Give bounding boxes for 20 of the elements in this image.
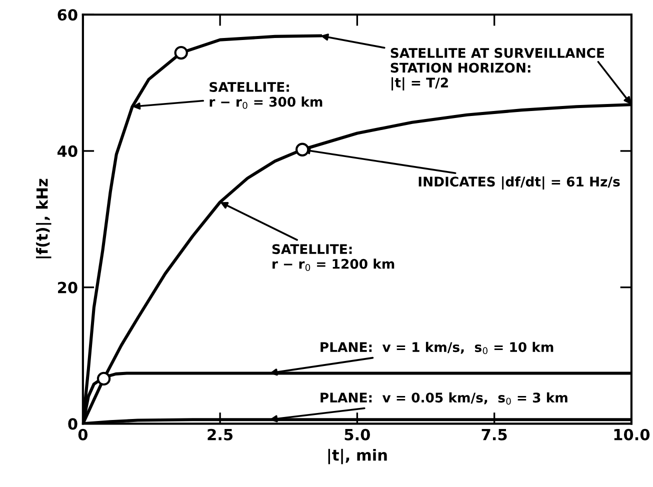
annotation: PLANE: v = 1 km/s, s$_{0}$ = 10 km xyxy=(320,342,554,354)
x-tick-label: 10.0 xyxy=(614,428,650,440)
point xyxy=(96,372,111,386)
y-tick-label: 60 xyxy=(58,9,78,21)
point xyxy=(174,46,188,60)
annotation: SATELLITE AT SURVEILLANCE STATION HORIZON: |t| = T/2 xyxy=(390,48,604,90)
y-axis-title: |f(t)|, kHz xyxy=(36,178,52,258)
x-axis-title: |t|, min xyxy=(328,448,387,464)
x-tick-label: 0 xyxy=(78,428,88,440)
point xyxy=(295,142,310,156)
annotation: INDICATES |df/dt| = 61 Hz/s xyxy=(418,176,620,190)
annotation: SATELLITE: r − r$_{0}$ = 1200 km xyxy=(272,244,394,271)
annotation: SATELLITE: r − r$_{0}$ = 300 km xyxy=(210,82,322,109)
annotation: PLANE: v = 0.05 km/s, s$_{0}$ = 3 km xyxy=(320,392,568,405)
y-tick-label: 20 xyxy=(58,282,78,294)
x-tick-label: 7.5 xyxy=(482,429,507,440)
x-tick-label: 5.0 xyxy=(344,428,370,440)
y-tick-label: 0 xyxy=(68,418,78,430)
x-tick-label: 2.5 xyxy=(208,428,233,440)
y-tick-label: 40 xyxy=(57,145,78,157)
